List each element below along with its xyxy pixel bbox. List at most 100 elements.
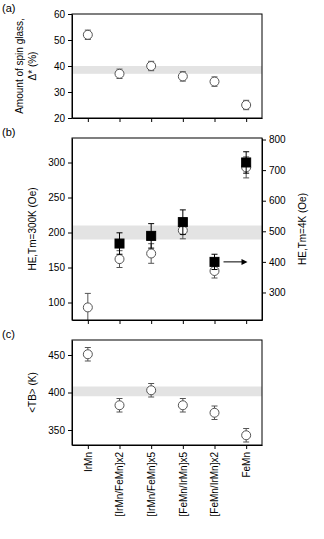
marker xyxy=(83,350,92,359)
tick: IrMn xyxy=(83,445,94,472)
tick-mark xyxy=(151,118,152,122)
tick-mark xyxy=(246,445,247,449)
plot-frame xyxy=(72,138,262,320)
tick-mark xyxy=(246,118,247,122)
tick-label: [FeMn/IrMn]x5 xyxy=(178,452,189,517)
tick-label: 30 xyxy=(54,87,66,98)
tick-label: [FeMn/IrMn]x2 xyxy=(209,452,220,517)
tick-mark xyxy=(68,92,72,93)
tick-label: 700 xyxy=(269,165,286,176)
tick-label: 350 xyxy=(48,425,65,436)
tick-label: 200 xyxy=(48,227,65,238)
tick-mark xyxy=(262,170,266,171)
tick-mark xyxy=(183,118,184,122)
tick-mark xyxy=(151,320,152,324)
tick-mark xyxy=(68,268,72,269)
x-axis xyxy=(73,118,263,122)
tick-label: 300 xyxy=(269,287,286,298)
tick-label: FeMn xyxy=(241,452,252,478)
tick-mark xyxy=(120,445,121,449)
tick-mark xyxy=(68,303,72,304)
tick-mark xyxy=(68,393,72,394)
tick xyxy=(183,320,184,324)
marker xyxy=(147,231,156,240)
marker xyxy=(115,255,124,264)
axis-line xyxy=(73,445,263,446)
tick-mark xyxy=(262,292,266,293)
y2-axis-title: HE,Tm=4K (Oe) xyxy=(297,193,308,265)
tick xyxy=(120,320,121,324)
tick xyxy=(120,118,121,122)
marker xyxy=(147,249,156,258)
tick-label: 50 xyxy=(54,35,66,46)
tick: 500 xyxy=(262,226,286,237)
tick xyxy=(215,118,216,122)
x-axis: IrMn[IrMn/FeMn]x2[IrMn/FeMn]x5[FeMn/IrMn… xyxy=(73,445,263,516)
tick: 20 xyxy=(54,113,72,124)
y2-axis: 300 400 500 600 700 800 xyxy=(262,134,286,320)
marker xyxy=(115,239,124,248)
tick: 40 xyxy=(54,61,72,72)
panel: 100150200250300300400500600700800(b)HE,T… xyxy=(2,126,308,324)
series xyxy=(83,157,250,320)
y-axis-title: Δ* (%) xyxy=(27,52,38,81)
tick-label: 250 xyxy=(48,192,65,203)
tick-label: 400 xyxy=(269,257,286,268)
y-axis: 100150200250300 xyxy=(48,139,72,321)
marker xyxy=(210,257,219,266)
tick-mark xyxy=(215,118,216,122)
plot-frame xyxy=(72,14,262,118)
marker xyxy=(83,303,92,312)
tick-label: 60 xyxy=(54,9,66,20)
tick: 350 xyxy=(48,425,72,436)
reference-band xyxy=(72,66,262,74)
panel-label: (a) xyxy=(2,2,15,14)
y-axis: 350400450 xyxy=(48,341,72,446)
plot-area xyxy=(72,348,262,443)
tick-mark xyxy=(68,66,72,67)
tick: 600 xyxy=(262,195,286,206)
tick: 200 xyxy=(48,227,72,238)
tick-label: 40 xyxy=(54,61,66,72)
axis-line xyxy=(73,118,263,119)
tick-mark xyxy=(68,40,72,41)
tick xyxy=(88,118,89,122)
tick: 450 xyxy=(48,350,72,361)
tick-label: 600 xyxy=(269,195,286,206)
tick xyxy=(88,320,89,324)
tick-mark xyxy=(262,140,266,141)
tick: 250 xyxy=(48,192,72,203)
tick-label: 100 xyxy=(48,297,65,308)
y-axis-title: <TB> (K) xyxy=(27,372,38,413)
marker xyxy=(178,401,187,410)
tick: 150 xyxy=(48,262,72,273)
tick: [FeMn/IrMn]x2 xyxy=(209,445,220,516)
reference-band xyxy=(72,387,262,397)
tick-mark xyxy=(120,118,121,122)
tick: 800 xyxy=(262,134,286,145)
tick-mark xyxy=(183,320,184,324)
series xyxy=(115,152,251,270)
marker xyxy=(115,401,124,410)
marker xyxy=(178,72,187,81)
tick-label: 20 xyxy=(54,113,66,124)
axis-line xyxy=(73,320,263,321)
series xyxy=(83,348,250,443)
tick: 30 xyxy=(54,87,72,98)
tick: 700 xyxy=(262,165,286,176)
tick-label: [IrMn/FeMn]x5 xyxy=(146,452,157,517)
tick-mark xyxy=(88,118,89,122)
tick-mark xyxy=(120,320,121,324)
tick-mark xyxy=(68,14,72,15)
y-axis: 20 30 40 50 60 xyxy=(54,9,73,124)
plot-frame xyxy=(72,340,262,445)
tick-mark xyxy=(262,262,266,263)
tick-mark xyxy=(68,118,72,119)
tick-mark xyxy=(215,320,216,324)
tick: 300 xyxy=(262,287,286,298)
tick-mark xyxy=(68,198,72,199)
tick-mark xyxy=(246,320,247,324)
tick xyxy=(246,320,247,324)
axis-arrow xyxy=(224,259,248,265)
panel-label: (c) xyxy=(2,328,15,340)
